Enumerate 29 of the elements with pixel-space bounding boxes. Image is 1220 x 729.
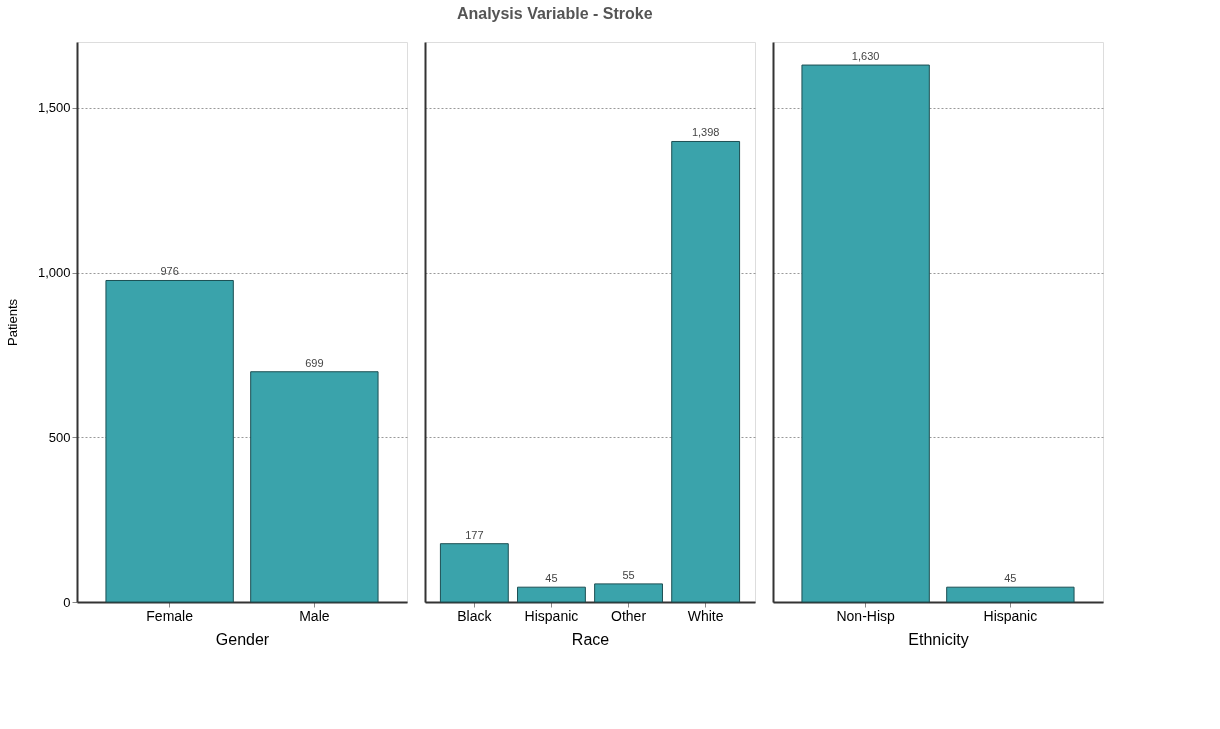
x-axis-title: Gender bbox=[215, 630, 270, 648]
y-tick-label: 500 bbox=[48, 429, 71, 445]
x-tick-label: Hispanic bbox=[524, 607, 579, 624]
x-tick-label: White bbox=[687, 607, 724, 624]
data-label: 1,398 bbox=[691, 126, 720, 139]
x-tick-label: Other bbox=[611, 607, 647, 624]
chart-title: Analysis Variable - Stroke bbox=[456, 4, 653, 22]
x-tick-label: Non-Hisp bbox=[836, 607, 896, 624]
data-label: 55 bbox=[622, 568, 635, 581]
x-axis-title: Ethnicity bbox=[908, 630, 969, 648]
x-axis-title: Race bbox=[571, 630, 610, 648]
y-tick-label: 1,000 bbox=[37, 265, 71, 281]
x-tick-label: Female bbox=[146, 607, 194, 624]
data-label: 177 bbox=[465, 528, 484, 541]
x-tick-label: Male bbox=[299, 607, 330, 624]
x-tick-label: Hispanic bbox=[983, 607, 1038, 624]
y-axis-title: Patients bbox=[4, 298, 20, 346]
data-label: 1,630 bbox=[851, 50, 880, 63]
data-label: 699 bbox=[305, 356, 324, 369]
bar bbox=[439, 543, 509, 603]
data-label: 45 bbox=[545, 572, 558, 585]
bar bbox=[671, 140, 741, 603]
bar bbox=[517, 586, 586, 603]
y-tick-label: 0 bbox=[63, 594, 71, 610]
data-label: 45 bbox=[1004, 572, 1017, 585]
x-tick-label: Black bbox=[457, 607, 493, 624]
y-tick-label: 1,500 bbox=[37, 100, 71, 116]
data-label: 976 bbox=[160, 265, 179, 278]
bar bbox=[594, 583, 663, 603]
